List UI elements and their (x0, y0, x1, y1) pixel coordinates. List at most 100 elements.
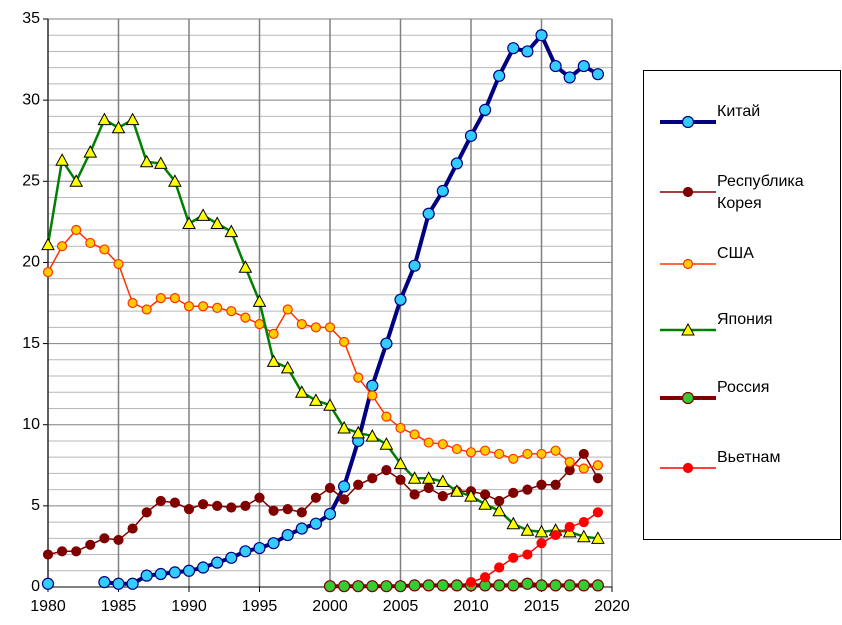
legend-icon (660, 462, 716, 474)
marker (394, 293, 407, 306)
marker (592, 460, 604, 471)
marker (536, 479, 547, 490)
marker (253, 541, 266, 555)
series-line (470, 511, 599, 583)
marker (437, 491, 448, 502)
marker (296, 507, 307, 518)
x-tick-label: 1990 (171, 598, 207, 615)
legend-label: США (717, 245, 754, 262)
series-line (47, 229, 599, 470)
marker (492, 503, 507, 517)
marker (112, 577, 125, 590)
marker (409, 489, 420, 500)
marker (437, 439, 448, 450)
marker (682, 258, 694, 270)
marker (520, 523, 535, 536)
marker (267, 537, 280, 550)
marker (592, 507, 604, 518)
marker (578, 448, 589, 460)
marker (507, 42, 520, 55)
marker (168, 566, 181, 579)
y-tick-label: 15 (22, 335, 40, 352)
marker (254, 492, 265, 503)
marker (111, 120, 126, 134)
marker (183, 301, 195, 312)
marker (254, 318, 265, 330)
series-line (46, 118, 599, 540)
legend-icon (660, 258, 716, 270)
x-tick-label: 1995 (242, 598, 278, 615)
marker (522, 549, 533, 560)
marker (366, 580, 379, 593)
marker (154, 567, 167, 581)
marker (450, 484, 464, 497)
marker (508, 453, 519, 464)
marker (681, 115, 695, 129)
marker (238, 260, 253, 273)
marker (591, 531, 605, 544)
legend-label: Япония (717, 311, 773, 328)
marker (367, 390, 378, 401)
marker (508, 487, 519, 498)
marker (126, 577, 139, 590)
marker (268, 328, 279, 339)
x-tick-label: 2015 (524, 598, 560, 615)
legend-icon (660, 115, 716, 129)
marker (71, 546, 82, 557)
marker (521, 45, 534, 58)
marker (294, 385, 309, 398)
marker (56, 546, 68, 557)
marker (522, 484, 533, 495)
marker (169, 497, 180, 508)
marker (450, 579, 463, 592)
marker (310, 322, 321, 333)
legend-entry: Япония (644, 309, 842, 349)
marker (395, 422, 406, 434)
marker (534, 524, 549, 538)
marker (240, 312, 251, 323)
legend-label: Китай (717, 103, 761, 120)
marker (196, 208, 210, 221)
marker (480, 572, 491, 583)
marker (681, 322, 695, 336)
legend-entry: Республика Корея (644, 171, 842, 212)
marker (494, 562, 505, 573)
marker (493, 579, 506, 592)
marker (198, 499, 209, 510)
marker (310, 492, 321, 503)
marker (535, 579, 548, 592)
y-tick-label: 0 (31, 578, 40, 595)
y-tick-label: 5 (31, 497, 40, 514)
marker (479, 103, 492, 116)
marker (323, 580, 337, 593)
marker (225, 551, 238, 564)
marker (296, 318, 307, 330)
marker (451, 443, 462, 455)
marker (268, 505, 279, 516)
marker (506, 516, 521, 530)
marker (536, 538, 547, 549)
marker (576, 529, 591, 543)
marker (198, 301, 209, 312)
marker (592, 473, 604, 484)
marker (211, 556, 224, 569)
marker (508, 552, 519, 563)
marker (564, 456, 575, 468)
marker (536, 448, 547, 460)
marker (168, 174, 182, 187)
marker (339, 336, 350, 348)
marker (549, 579, 562, 592)
y-tick-label: 30 (22, 91, 40, 108)
legend-icon (660, 322, 716, 336)
marker (550, 529, 561, 541)
marker (55, 153, 69, 166)
marker (550, 479, 561, 490)
marker (393, 456, 408, 470)
marker (450, 157, 463, 170)
marker (183, 504, 195, 515)
legend-icon (660, 186, 716, 198)
marker (42, 267, 54, 278)
marker (682, 186, 694, 198)
marker (338, 580, 351, 593)
